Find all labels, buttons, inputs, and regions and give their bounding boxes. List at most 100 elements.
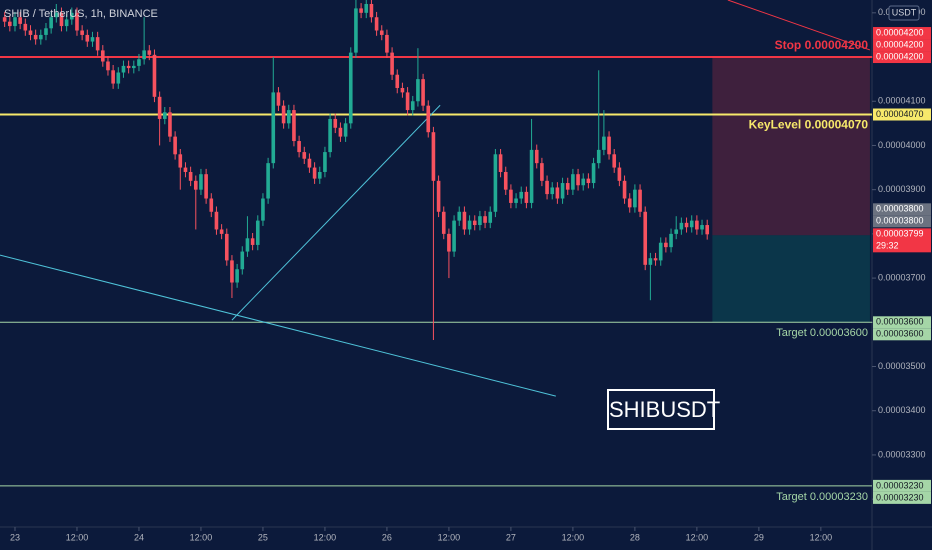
candle-body	[664, 242, 668, 248]
candle-body	[333, 118, 338, 128]
candle-body	[111, 70, 115, 84]
price-badge-label: 0.00003230	[876, 492, 924, 502]
price-badge	[873, 51, 931, 64]
candle-body	[669, 233, 673, 248]
candle-body	[674, 229, 679, 234]
price-badge	[873, 328, 931, 341]
candle-body	[328, 118, 332, 153]
candle-body	[137, 59, 141, 66]
candle-body	[8, 21, 12, 27]
candle-body	[421, 79, 425, 106]
candle-body	[560, 183, 565, 199]
candle-body	[255, 220, 260, 245]
x-tick-label: 12:00	[810, 532, 833, 542]
candle-body	[359, 8, 363, 13]
marker-badge	[873, 215, 931, 228]
candle-body	[157, 96, 162, 119]
candle-body	[457, 211, 462, 221]
candle-body	[183, 167, 188, 172]
y-tick-label: 0.00003700	[878, 272, 926, 282]
candle-body	[240, 251, 245, 270]
price-badge	[873, 39, 931, 52]
candle-body	[28, 30, 33, 35]
price-badge-label: 0.00004200	[876, 27, 924, 37]
candle-body	[297, 141, 301, 153]
candle-body	[302, 152, 307, 159]
candle-body	[13, 17, 17, 27]
x-tick-label: 23	[10, 532, 20, 542]
chart-title: SHIB / TetherUS, 1h, BINANCE	[4, 8, 158, 20]
price-badge-label: 0.00003600	[876, 329, 924, 339]
candle-body	[374, 17, 379, 31]
x-tick-label: 25	[258, 532, 268, 542]
candle-body	[379, 30, 384, 35]
candle-body	[64, 19, 69, 27]
candle-body	[705, 225, 710, 235]
price-badge-label: 0.00003230	[876, 480, 924, 490]
level-label: Target 0.00003230	[776, 491, 868, 503]
candle-body	[643, 211, 648, 265]
price-badge-label: 0.00004200	[876, 51, 924, 61]
candle-body	[131, 65, 136, 69]
candle-body	[385, 34, 389, 53]
axis: 0.000032000.000033000.000034000.00003500…	[10, 7, 931, 542]
candle-body	[524, 191, 529, 203]
candle-body	[648, 258, 653, 265]
y-tick-label: 0.00004100	[878, 96, 926, 106]
candle-body	[261, 198, 265, 221]
candle-body	[2, 17, 7, 22]
candle-body	[250, 238, 255, 245]
candle-body	[416, 79, 420, 102]
candle-body	[168, 112, 172, 137]
candle-body	[199, 174, 203, 190]
candle-body	[162, 112, 167, 119]
candle-body	[276, 92, 281, 106]
level-label: Stop 0.00004200	[775, 38, 869, 52]
candle-body	[472, 220, 477, 226]
candle-body	[602, 136, 606, 150]
price-badge-label: 0.00003600	[876, 317, 924, 327]
candle-body	[607, 136, 611, 155]
candle-body	[689, 220, 694, 228]
candle-body	[317, 171, 322, 179]
candle-body	[596, 149, 601, 164]
candle-body	[700, 225, 704, 230]
candle-body	[426, 105, 431, 133]
x-tick-label: 24	[134, 532, 144, 542]
candle-body	[235, 269, 239, 283]
candle-body	[695, 220, 699, 230]
candle-body	[348, 52, 353, 124]
candle-body	[483, 216, 487, 223]
candle-body	[266, 163, 270, 199]
candle-body	[405, 92, 410, 111]
symbol-label: SHIBUSDT	[607, 389, 720, 430]
price-badge	[873, 27, 931, 40]
candle-body	[126, 65, 131, 69]
candle-body	[281, 105, 286, 124]
candle-body	[121, 65, 126, 73]
candle-body	[364, 3, 369, 13]
candle-body	[39, 34, 43, 40]
candle-body	[369, 3, 374, 18]
candle-body	[478, 216, 482, 226]
x-tick-label: 12:00	[66, 532, 89, 542]
price-badge	[873, 108, 931, 121]
x-tick-label: 12:00	[562, 532, 585, 542]
candle-body	[147, 50, 152, 55]
candle-body	[95, 37, 100, 51]
candle-body	[447, 233, 451, 252]
candle-body	[230, 260, 234, 283]
x-tick-label: 26	[382, 532, 392, 542]
candle-body	[307, 158, 312, 168]
candle-body	[529, 149, 534, 203]
candle-body	[152, 54, 157, 97]
candle-body	[33, 34, 38, 40]
candle-body	[627, 198, 632, 208]
price-badge	[873, 491, 931, 504]
candle-body	[178, 154, 183, 168]
candle-body	[245, 238, 250, 252]
candle-body	[493, 154, 498, 212]
candle-body	[312, 167, 317, 179]
